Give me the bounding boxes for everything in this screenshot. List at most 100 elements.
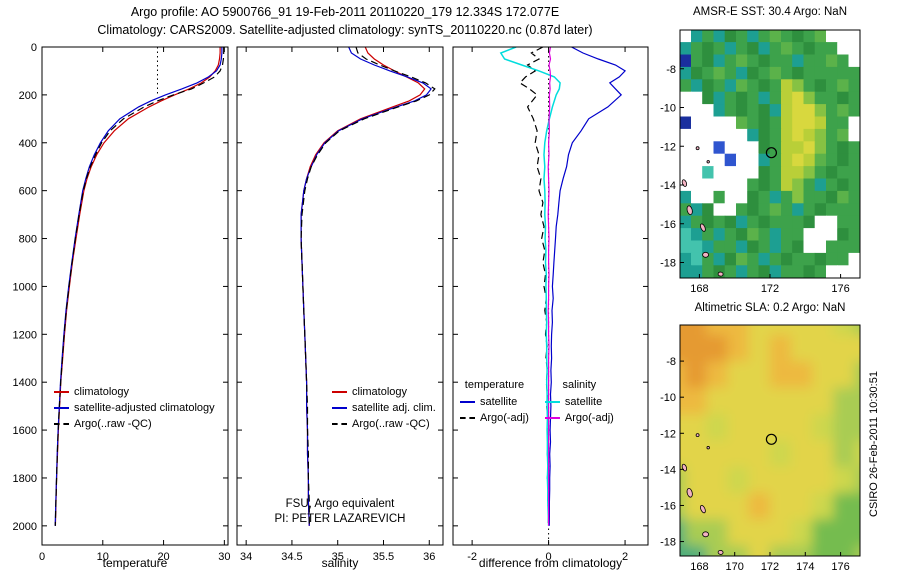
island-outline (700, 223, 706, 232)
svg-text:176: 176 (831, 283, 849, 295)
svg-text:-12: -12 (660, 428, 676, 440)
svg-text:1600: 1600 (13, 425, 37, 437)
island-outline (700, 504, 706, 514)
legend-label: satellite-adjusted climatology (74, 402, 215, 414)
legend-header-temperature: temperature (464, 379, 525, 391)
sla-map: 168 170 172 174 176 -8 -10 -12 -14 -16 -18 (660, 324, 861, 573)
svg-text:-14: -14 (660, 464, 676, 476)
svg-text:2: 2 (622, 551, 628, 563)
csiro-credit: CSIRO 26-Feb-2011 10:30:51 (868, 371, 880, 517)
island-outline (706, 446, 710, 450)
curve-difference-2 (499, 47, 561, 526)
island-outline (695, 146, 700, 151)
legend-line-blue-icon (54, 407, 69, 410)
attribution-line2: PI: PETER LAZAREVICH (274, 513, 406, 525)
temperature-panel: 0 10 20 30 0 200 400 600 800 1000 1200 1400 1600 1800… (13, 42, 231, 563)
legend-salinity: climatology satellite adj. clim. Argo(..… (332, 384, 443, 432)
salinity-panel: 34 34.5 35 35.5 36 (236, 46, 444, 563)
curve-difference-1 (518, 47, 550, 526)
figure-title: Argo profile: AO 5900766_91 19-Feb-2011 … (130, 5, 560, 19)
legend-temperature: climatology satellite-adjusted climatolo… (54, 384, 228, 432)
legend-difference: temperature satellite Argo(-adj) salinit… (460, 377, 614, 426)
panel-frame (452, 46, 649, 546)
legend-label: satellite (564, 396, 603, 408)
sla-map-title: Altimetric SLA: 0.2 Argo: NaN (694, 302, 846, 314)
svg-text:10: 10 (97, 551, 109, 563)
svg-text:1000: 1000 (13, 281, 37, 293)
island-outline (695, 433, 700, 438)
difference-panel: -2 0 2 (452, 46, 649, 563)
svg-text:-10: -10 (660, 103, 676, 115)
argo-float-marker (765, 433, 778, 445)
svg-text:600: 600 (19, 186, 37, 198)
legend-label: climatology (74, 386, 130, 398)
svg-text:1200: 1200 (13, 329, 37, 341)
svg-text:2000: 2000 (13, 521, 37, 533)
legend-label: Argo(..raw -QC) (74, 418, 152, 430)
svg-text:0: 0 (39, 551, 45, 563)
svg-text:170: 170 (726, 561, 744, 573)
legend-line-red-icon (54, 391, 69, 394)
svg-text:30: 30 (218, 551, 230, 563)
curve-temperature-2 (54, 47, 225, 526)
svg-text:34.5: 34.5 (281, 551, 302, 563)
attribution-note: FSU, Argo equivalent PI: PETER LAZAREVIC… (237, 497, 443, 527)
svg-text:34: 34 (240, 551, 252, 563)
svg-text:0: 0 (31, 42, 37, 54)
island-outline (686, 205, 693, 215)
xlabel-salinity: salinity (321, 556, 359, 570)
island-outline (717, 549, 724, 555)
legend-label: Argo(..raw -QC) (352, 418, 430, 430)
island-outline (702, 251, 709, 258)
legend-line-red-icon (332, 391, 347, 394)
curve-difference-3 (547, 47, 552, 526)
curve-temperature-1 (54, 47, 223, 526)
island-outline (686, 488, 693, 498)
svg-text:35: 35 (332, 551, 344, 563)
svg-text:172: 172 (761, 283, 779, 295)
xlabel-difference: difference from climatology (478, 556, 623, 570)
svg-text:172: 172 (761, 561, 779, 573)
svg-text:-16: -16 (660, 219, 676, 231)
legend-line-blue-icon (460, 401, 475, 404)
svg-text:174: 174 (796, 561, 814, 573)
panel-frame (236, 46, 444, 546)
svg-text:-16: -16 (660, 500, 676, 512)
svg-text:-8: -8 (666, 64, 676, 76)
legend-header-salinity: salinity (562, 379, 597, 391)
svg-text:35.5: 35.5 (373, 551, 394, 563)
legend-line-magenta-icon (544, 417, 560, 420)
svg-text:-12: -12 (660, 141, 676, 153)
curve-difference-0 (548, 47, 627, 526)
legend-line-dashed-icon (460, 417, 475, 420)
legend-line-cyan-icon (544, 401, 560, 404)
legend-label: Argo(-adj) (564, 412, 614, 424)
figure-subtitle: Climatology: CARS2009. Satellite-adjuste… (97, 23, 593, 37)
svg-text:-8: -8 (666, 356, 676, 368)
curve-salinity-1 (300, 47, 432, 526)
legend-label: satellite (480, 396, 518, 408)
curve-salinity-2 (300, 47, 436, 526)
svg-text:-10: -10 (660, 392, 676, 404)
svg-text:0: 0 (546, 551, 552, 563)
attribution-line1: FSU, Argo equivalent (285, 498, 395, 510)
svg-text:20: 20 (157, 551, 169, 563)
svg-text:168: 168 (690, 561, 708, 573)
svg-text:-2: -2 (467, 551, 477, 563)
argo-float-marker (765, 147, 778, 159)
legend-line-dashed-icon (54, 423, 69, 426)
svg-text:-14: -14 (660, 180, 676, 192)
legend-label: climatology (352, 386, 408, 398)
svg-text:168: 168 (690, 283, 708, 295)
island-outline (706, 160, 710, 164)
sst-map-title: AMSR-E SST: 30.4 Argo: NaN (692, 6, 848, 18)
island-outline (702, 531, 709, 538)
svg-text:36: 36 (423, 551, 435, 563)
sst-map: 168 172 176 -8 -10 -12 -14 -16 -18 (660, 29, 861, 295)
legend-line-dashed-icon (332, 423, 347, 426)
svg-text:1400: 1400 (13, 377, 37, 389)
island-outline (717, 271, 724, 277)
xlabel-temperature: temperature (102, 556, 168, 570)
